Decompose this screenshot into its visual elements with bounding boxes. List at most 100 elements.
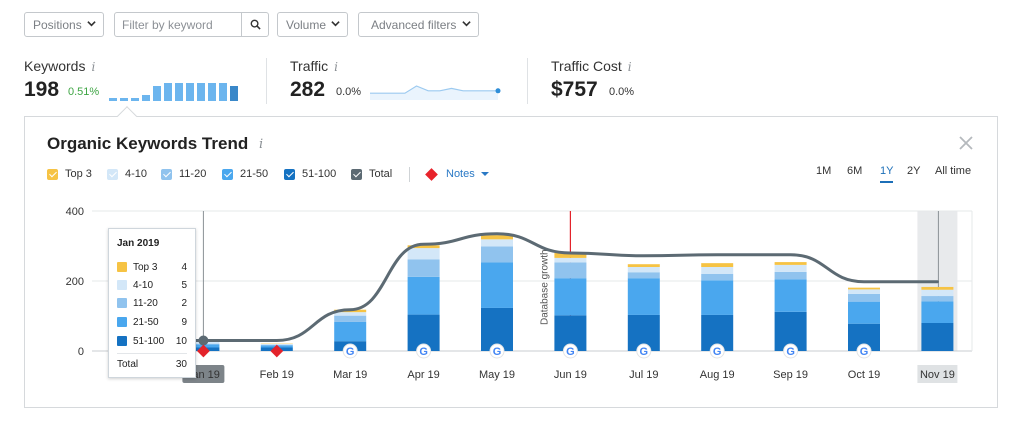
chevron-down-icon bbox=[87, 21, 96, 27]
sparkline-line bbox=[370, 85, 498, 94]
tooltip-row: 11-20 2 bbox=[117, 296, 187, 310]
bar-segment bbox=[627, 264, 660, 267]
keywords-metric[interactable]: Keywords i 198 0.51% bbox=[24, 58, 99, 101]
bar-segment bbox=[334, 321, 367, 342]
period-all-time[interactable]: All time bbox=[935, 165, 972, 177]
traffic-change: 0.0% bbox=[336, 86, 362, 98]
bar-segment bbox=[701, 263, 734, 267]
close-icon[interactable] bbox=[958, 135, 974, 151]
google-marker bbox=[856, 343, 872, 359]
legend-item-4-10[interactable]: 4-10 bbox=[107, 168, 147, 180]
sparkline-bar bbox=[219, 83, 227, 101]
caret-down-icon bbox=[480, 172, 489, 176]
tooltip-row-value: 2 bbox=[181, 297, 187, 309]
info-icon[interactable]: i bbox=[91, 60, 96, 74]
positions-filter[interactable]: Positions bbox=[24, 12, 104, 37]
checkbox-4-10[interactable] bbox=[107, 168, 118, 180]
tooltip-total-label: Total bbox=[117, 359, 139, 370]
period-6m[interactable]: 6M bbox=[847, 165, 863, 177]
search-button[interactable] bbox=[241, 13, 268, 36]
bar-segment bbox=[481, 246, 513, 263]
tooltip-row-value: 4 bbox=[181, 261, 187, 273]
legend-item-11-20[interactable]: 11-20 bbox=[161, 168, 206, 180]
legend-item-21-50[interactable]: 21-50 bbox=[222, 168, 268, 180]
total-hover-point bbox=[198, 335, 209, 346]
checkbox-21-50[interactable] bbox=[222, 168, 233, 180]
metric-divider bbox=[266, 58, 267, 104]
bar-segment bbox=[921, 289, 954, 297]
legend-item-51-100[interactable]: 51-100 bbox=[284, 168, 336, 180]
traffic-metric[interactable]: Traffic i 282 0.0% bbox=[290, 58, 361, 101]
bar-segment bbox=[407, 259, 440, 277]
traffic-cost-value: $757 bbox=[551, 78, 598, 101]
google-marker bbox=[416, 343, 432, 359]
period-2y[interactable]: 2Y bbox=[907, 165, 921, 177]
x-tick-label: May 19 bbox=[479, 369, 515, 381]
bar-segment bbox=[334, 312, 367, 316]
keywords-title: Keywords bbox=[24, 58, 86, 74]
chevron-down-icon bbox=[331, 21, 340, 27]
sparkline-bar bbox=[197, 83, 205, 101]
keyword-filter-input[interactable] bbox=[115, 13, 241, 36]
notes-dropdown[interactable]: Notes bbox=[425, 167, 489, 181]
keywords-sparkline bbox=[109, 83, 238, 101]
info-icon[interactable]: i bbox=[259, 137, 264, 152]
bar-segment bbox=[701, 280, 734, 315]
sparkline-bar bbox=[164, 83, 172, 101]
google-marker bbox=[562, 343, 578, 359]
x-tick-label: Aug 19 bbox=[700, 369, 735, 381]
info-icon[interactable]: i bbox=[334, 60, 338, 74]
checkbox-total[interactable] bbox=[351, 168, 362, 180]
google-g-icon: G bbox=[640, 346, 649, 358]
bar-segment bbox=[701, 267, 734, 274]
tooltip-row: 51-100 10 bbox=[117, 334, 187, 348]
checkbox-11-20[interactable] bbox=[161, 168, 172, 180]
tooltip-divider bbox=[117, 353, 187, 354]
traffic-cost-metric[interactable]: Traffic Cost i $757 0.0% bbox=[551, 58, 634, 101]
sparkline-endpoint bbox=[495, 88, 501, 94]
legend-item-top3[interactable]: Top 3 bbox=[47, 168, 92, 180]
swatch bbox=[117, 317, 127, 327]
swatch bbox=[117, 262, 127, 272]
google-g-icon: G bbox=[786, 346, 795, 358]
google-marker bbox=[489, 343, 505, 359]
bar-segment bbox=[774, 262, 807, 265]
bar-segment bbox=[407, 276, 440, 315]
checkbox-51-100[interactable] bbox=[284, 168, 295, 180]
sparkline-bar bbox=[131, 98, 139, 101]
y-tick-label: 0 bbox=[78, 346, 84, 358]
checkbox-top3[interactable] bbox=[47, 168, 58, 180]
bar-segment bbox=[848, 289, 880, 294]
y-tick-label: 200 bbox=[66, 276, 84, 288]
bar-segment bbox=[481, 239, 513, 247]
tooltip-row-label: 51-100 bbox=[133, 335, 165, 347]
bar-segment bbox=[848, 293, 880, 302]
tooltip-row-value: 5 bbox=[181, 279, 187, 291]
bar-segment bbox=[554, 253, 587, 258]
hover-tooltip: Jan 2019 Top 3 4 4-10 5 11-20 2 21-50 9 51-1… bbox=[108, 228, 196, 378]
bar-segment bbox=[627, 278, 660, 315]
info-icon[interactable]: i bbox=[627, 60, 632, 74]
legend-label: 4-10 bbox=[125, 168, 148, 180]
google-g-icon: G bbox=[419, 346, 428, 358]
volume-filter[interactable]: Volume bbox=[277, 12, 348, 37]
google-g-icon: G bbox=[346, 346, 355, 358]
keyword-filter bbox=[114, 12, 269, 37]
period-1y[interactable]: 1Y bbox=[880, 165, 894, 177]
legend-item-total[interactable]: Total bbox=[351, 168, 392, 180]
legend-label: 51-100 bbox=[302, 168, 337, 180]
positions-filter-label: Positions bbox=[33, 17, 82, 32]
sparkline-bar bbox=[186, 83, 194, 101]
x-tick-label: Apr 19 bbox=[407, 369, 439, 381]
tooltip-row-label: 21-50 bbox=[133, 316, 159, 328]
period-1m[interactable]: 1M bbox=[816, 165, 832, 177]
active-period-underline bbox=[880, 181, 893, 183]
advanced-filters[interactable]: Advanced filters bbox=[358, 12, 479, 37]
bar-segment bbox=[481, 235, 513, 240]
sparkline-bar bbox=[153, 86, 161, 101]
sparkline-bar bbox=[142, 95, 150, 101]
sparkline-bar bbox=[208, 83, 216, 101]
tooltip-total-value: 30 bbox=[175, 359, 187, 370]
swatch bbox=[117, 336, 127, 346]
